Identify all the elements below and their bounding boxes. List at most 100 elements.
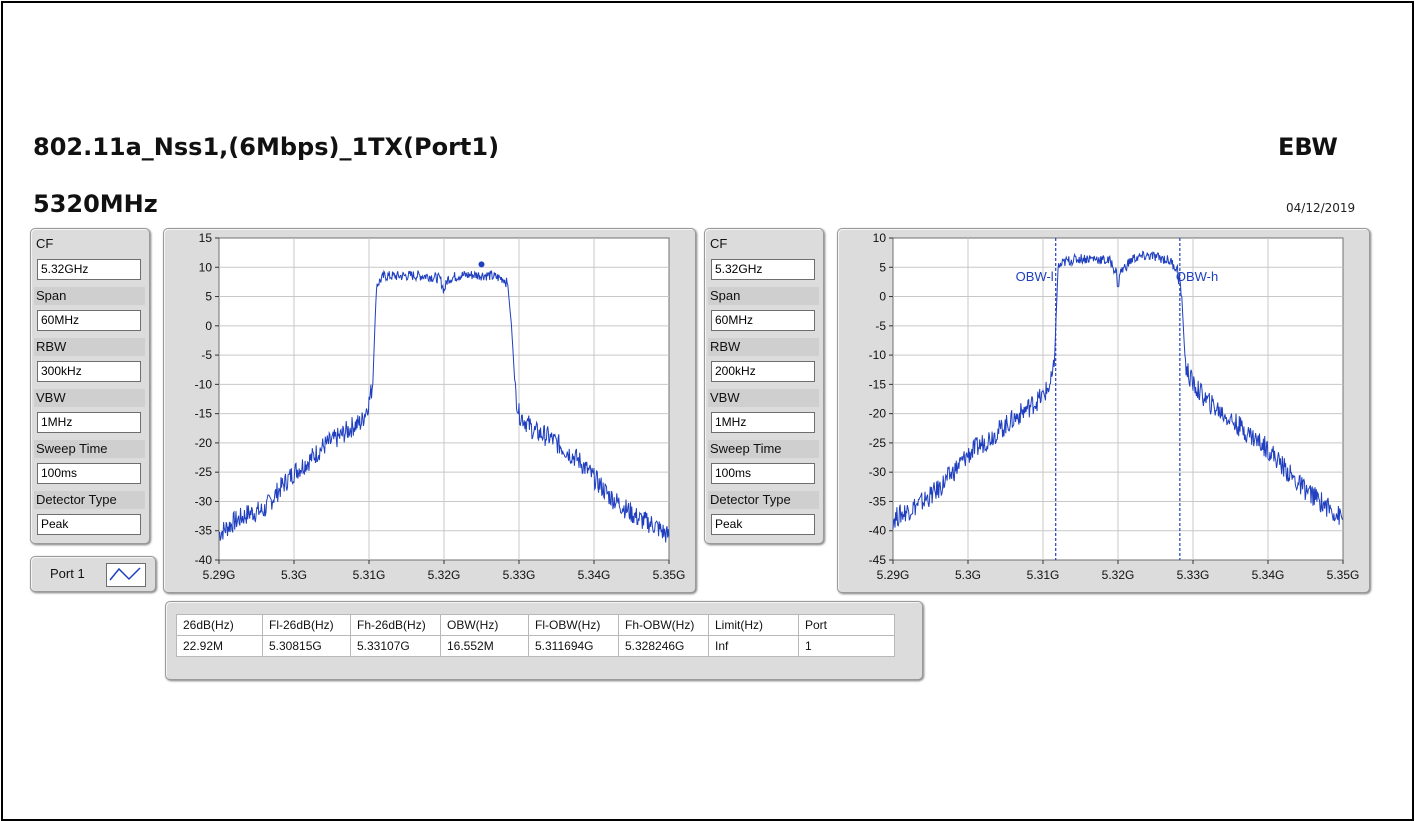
y-tick-label: -35 [195, 524, 213, 538]
legend-trace-icon [106, 563, 146, 587]
y-tick-label: 10 [199, 260, 213, 274]
y-tick-label: 15 [199, 231, 213, 245]
table-cell: 22.92M [176, 635, 263, 657]
param-label-rbw: RBW [34, 338, 145, 356]
param-value-rbw[interactable]: 200kHz [711, 361, 815, 382]
obw-marker-label: OBW-h [1176, 269, 1218, 284]
trace-line [218, 269, 670, 543]
x-tick-label: 5.29G [203, 568, 236, 582]
y-tick-label: 0 [205, 319, 212, 333]
results-table: 26dB(Hz) Fl-26dB(Hz) Fh-26dB(Hz) OBW(Hz)… [176, 614, 895, 657]
param-label-span: Span [34, 287, 145, 305]
y-tick-label: -25 [195, 465, 213, 479]
x-tick-label: 5.31G [353, 568, 386, 582]
table-header: Fh-26dB(Hz) [350, 614, 441, 636]
param-value-sweep-time[interactable]: 100ms [711, 463, 815, 484]
param-value-detector-type[interactable]: Peak [37, 514, 141, 535]
y-tick-label: -10 [869, 348, 887, 362]
y-tick-label: -20 [869, 407, 887, 421]
y-tick-label: -30 [869, 465, 887, 479]
table-cell: Inf [708, 635, 799, 657]
x-tick-label: 5.33G [1177, 568, 1210, 582]
y-tick-label: 10 [873, 231, 887, 245]
table-cell: 5.328246G [618, 635, 709, 657]
x-tick-label: 5.35G [653, 568, 686, 582]
table-header: Fh-OBW(Hz) [618, 614, 709, 636]
param-label-cf: CF [36, 236, 54, 251]
param-label-vbw: VBW [34, 389, 145, 407]
y-tick-label: 5 [879, 260, 886, 274]
table-cell: 1 [798, 635, 895, 657]
y-tick-label: -10 [195, 377, 213, 391]
param-value-cf[interactable]: 5.32GHz [37, 259, 141, 280]
x-tick-label: 5.3G [281, 568, 307, 582]
x-tick-label: 5.31G [1027, 568, 1060, 582]
y-tick-label: -15 [869, 377, 887, 391]
y-tick-label: -35 [869, 494, 887, 508]
table-cell: 5.33107G [350, 635, 441, 657]
results-table-panel: 26dB(Hz) Fl-26dB(Hz) Fh-26dB(Hz) OBW(Hz)… [165, 601, 923, 680]
table-header: Fl-26dB(Hz) [262, 614, 351, 636]
table-header-row: 26dB(Hz) Fl-26dB(Hz) Fh-26dB(Hz) OBW(Hz)… [176, 614, 895, 636]
x-tick-label: 5.34G [578, 568, 611, 582]
legend-label: Port 1 [50, 566, 85, 581]
frequency-label: 5320MHz [33, 190, 158, 218]
y-tick-label: -30 [195, 494, 213, 508]
param-value-span[interactable]: 60MHz [711, 310, 815, 331]
table-header: 26dB(Hz) [176, 614, 263, 636]
table-header: Port [798, 614, 895, 636]
param-label-detector-type: Detector Type [34, 491, 145, 509]
y-tick-label: 0 [879, 290, 886, 304]
table-row: 22.92M 5.30815G 5.33107G 16.552M 5.31169… [176, 635, 895, 657]
date-label: 04/12/2019 [1286, 201, 1356, 215]
param-label-cf: CF [710, 236, 728, 251]
y-tick-label: 5 [205, 290, 212, 304]
x-tick-label: 5.3G [955, 568, 981, 582]
test-name: EBW [1278, 133, 1338, 161]
chart-panel-right: 5.29G 5.3G 5.31G 5.32G 5.33G 5.34G 5.35G 10 5 0 -5… [837, 228, 1370, 593]
y-tick-label: -40 [869, 524, 887, 538]
param-label-span: Span [708, 287, 819, 305]
table-cell: 16.552M [440, 635, 529, 657]
right-params-panel: CF 5.32GHz Span 60MHz RBW 200kHz VBW 1MH… [704, 228, 824, 544]
x-tick-label: 5.33G [503, 568, 536, 582]
table-cell: 5.311694G [528, 635, 619, 657]
param-label-rbw: RBW [708, 338, 819, 356]
param-label-vbw: VBW [708, 389, 819, 407]
param-value-sweep-time[interactable]: 100ms [37, 463, 141, 484]
table-header: OBW(Hz) [440, 614, 529, 636]
y-tick-label: -5 [201, 348, 212, 362]
x-tick-label: 5.35G [1327, 568, 1360, 582]
x-tick-label: 5.29G [877, 568, 910, 582]
obw-marker-label: OBW-l [1016, 269, 1054, 284]
chart-panel-left: 5.29G 5.3G 5.31G 5.32G 5.33G 5.34G 5.35G 15 10 5 0… [163, 228, 696, 593]
y-tick-label: -45 [869, 553, 887, 567]
y-tick-label: -25 [869, 436, 887, 450]
param-value-rbw[interactable]: 300kHz [37, 361, 141, 382]
y-tick-label: -5 [875, 319, 886, 333]
page-title: 802.11a_Nss1,(6Mbps)_1TX(Port1) [33, 133, 500, 161]
param-label-detector-type: Detector Type [708, 491, 819, 509]
param-value-vbw[interactable]: 1MHz [37, 412, 141, 433]
left-params-panel: CF 5.32GHz Span 60MHz RBW 300kHz VBW 1MH… [30, 228, 150, 544]
y-tick-label: -15 [195, 407, 213, 421]
spectrum-chart-right: 5.29G 5.3G 5.31G 5.32G 5.33G 5.34G 5.35G 10 5 0 -5… [869, 231, 1360, 582]
table-cell: 5.30815G [262, 635, 351, 657]
param-label-sweep-time: Sweep Time [34, 440, 145, 458]
x-tick-label: 5.32G [428, 568, 461, 582]
x-tick-label: 5.32G [1102, 568, 1135, 582]
param-value-span[interactable]: 60MHz [37, 310, 141, 331]
trace-line [892, 250, 1344, 530]
param-value-vbw[interactable]: 1MHz [711, 412, 815, 433]
y-tick-label: -20 [195, 436, 213, 450]
y-tick-label: -40 [195, 553, 213, 567]
table-header: Fl-OBW(Hz) [528, 614, 619, 636]
x-tick-label: 5.34G [1252, 568, 1285, 582]
peak-marker [478, 261, 485, 268]
plot-legend[interactable]: Port 1 [30, 556, 156, 592]
param-value-detector-type[interactable]: Peak [711, 514, 815, 535]
param-value-cf[interactable]: 5.32GHz [711, 259, 815, 280]
spectrum-chart-left: 5.29G 5.3G 5.31G 5.32G 5.33G 5.34G 5.35G 15 10 5 0… [195, 231, 686, 582]
param-label-sweep-time: Sweep Time [708, 440, 819, 458]
